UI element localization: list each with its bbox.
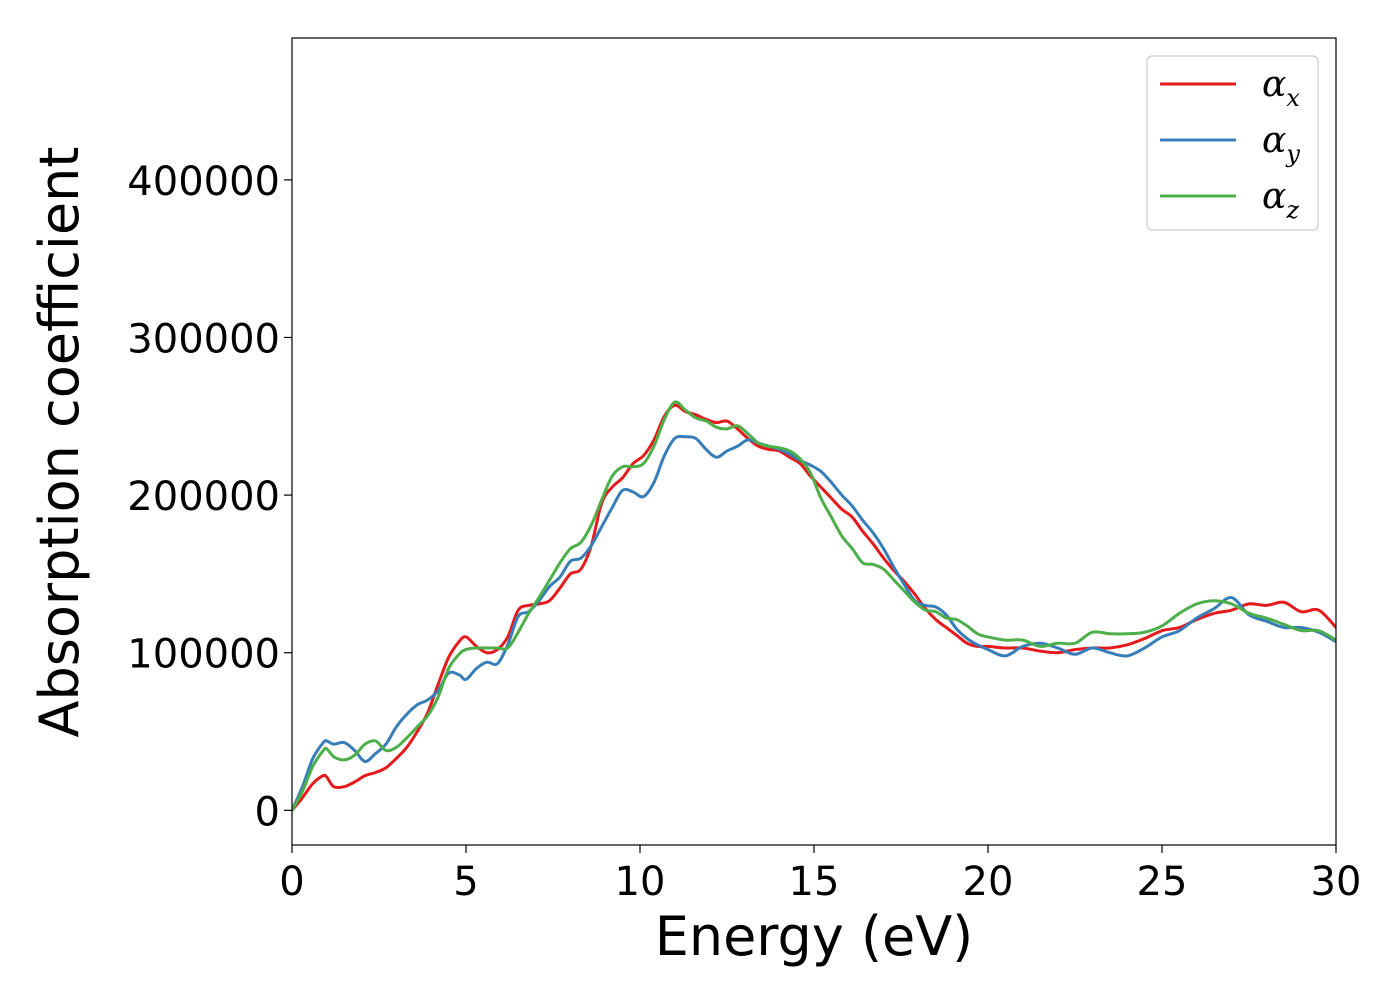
x-axis-label: Energy (eV) <box>655 905 974 968</box>
legend-label-subscript: z <box>1285 196 1299 224</box>
legend-label-subscript: x <box>1286 84 1300 112</box>
y-tick-label: 300000 <box>127 316 280 362</box>
y-axis-ticks: 0 100000 200000 300000 400000 <box>127 159 292 835</box>
legend-frame <box>1146 55 1319 231</box>
x-tick-label: 30 <box>1311 859 1362 905</box>
x-axis-ticks: 0 5 10 15 20 25 30 <box>279 845 1361 905</box>
legend-label-y: αy <box>1262 120 1300 168</box>
legend-label-x: αx <box>1262 64 1300 112</box>
series-line-y <box>292 434 1336 812</box>
y-tick-label: 400000 <box>127 159 280 205</box>
legend-label-main: α <box>1262 120 1286 161</box>
x-tick-label: 25 <box>1137 859 1188 905</box>
series-layer <box>292 400 1336 812</box>
x-tick-label: 0 <box>279 859 304 905</box>
legend-label-main: α <box>1262 64 1286 105</box>
y-tick-label: 0 <box>255 789 280 835</box>
legend-label-subscript: y <box>1285 140 1300 168</box>
x-tick-label: 10 <box>615 859 666 905</box>
x-tick-label: 15 <box>789 859 840 905</box>
series-line-z <box>292 400 1336 812</box>
y-tick-label: 200000 <box>127 474 280 520</box>
y-axis-label: Absorption coefficient <box>28 147 91 738</box>
x-tick-label: 5 <box>453 859 478 905</box>
y-tick-label: 100000 <box>127 632 280 678</box>
legend-label-z: αz <box>1262 176 1299 224</box>
x-tick-label: 20 <box>963 859 1014 905</box>
legend-label-main: α <box>1262 176 1286 217</box>
